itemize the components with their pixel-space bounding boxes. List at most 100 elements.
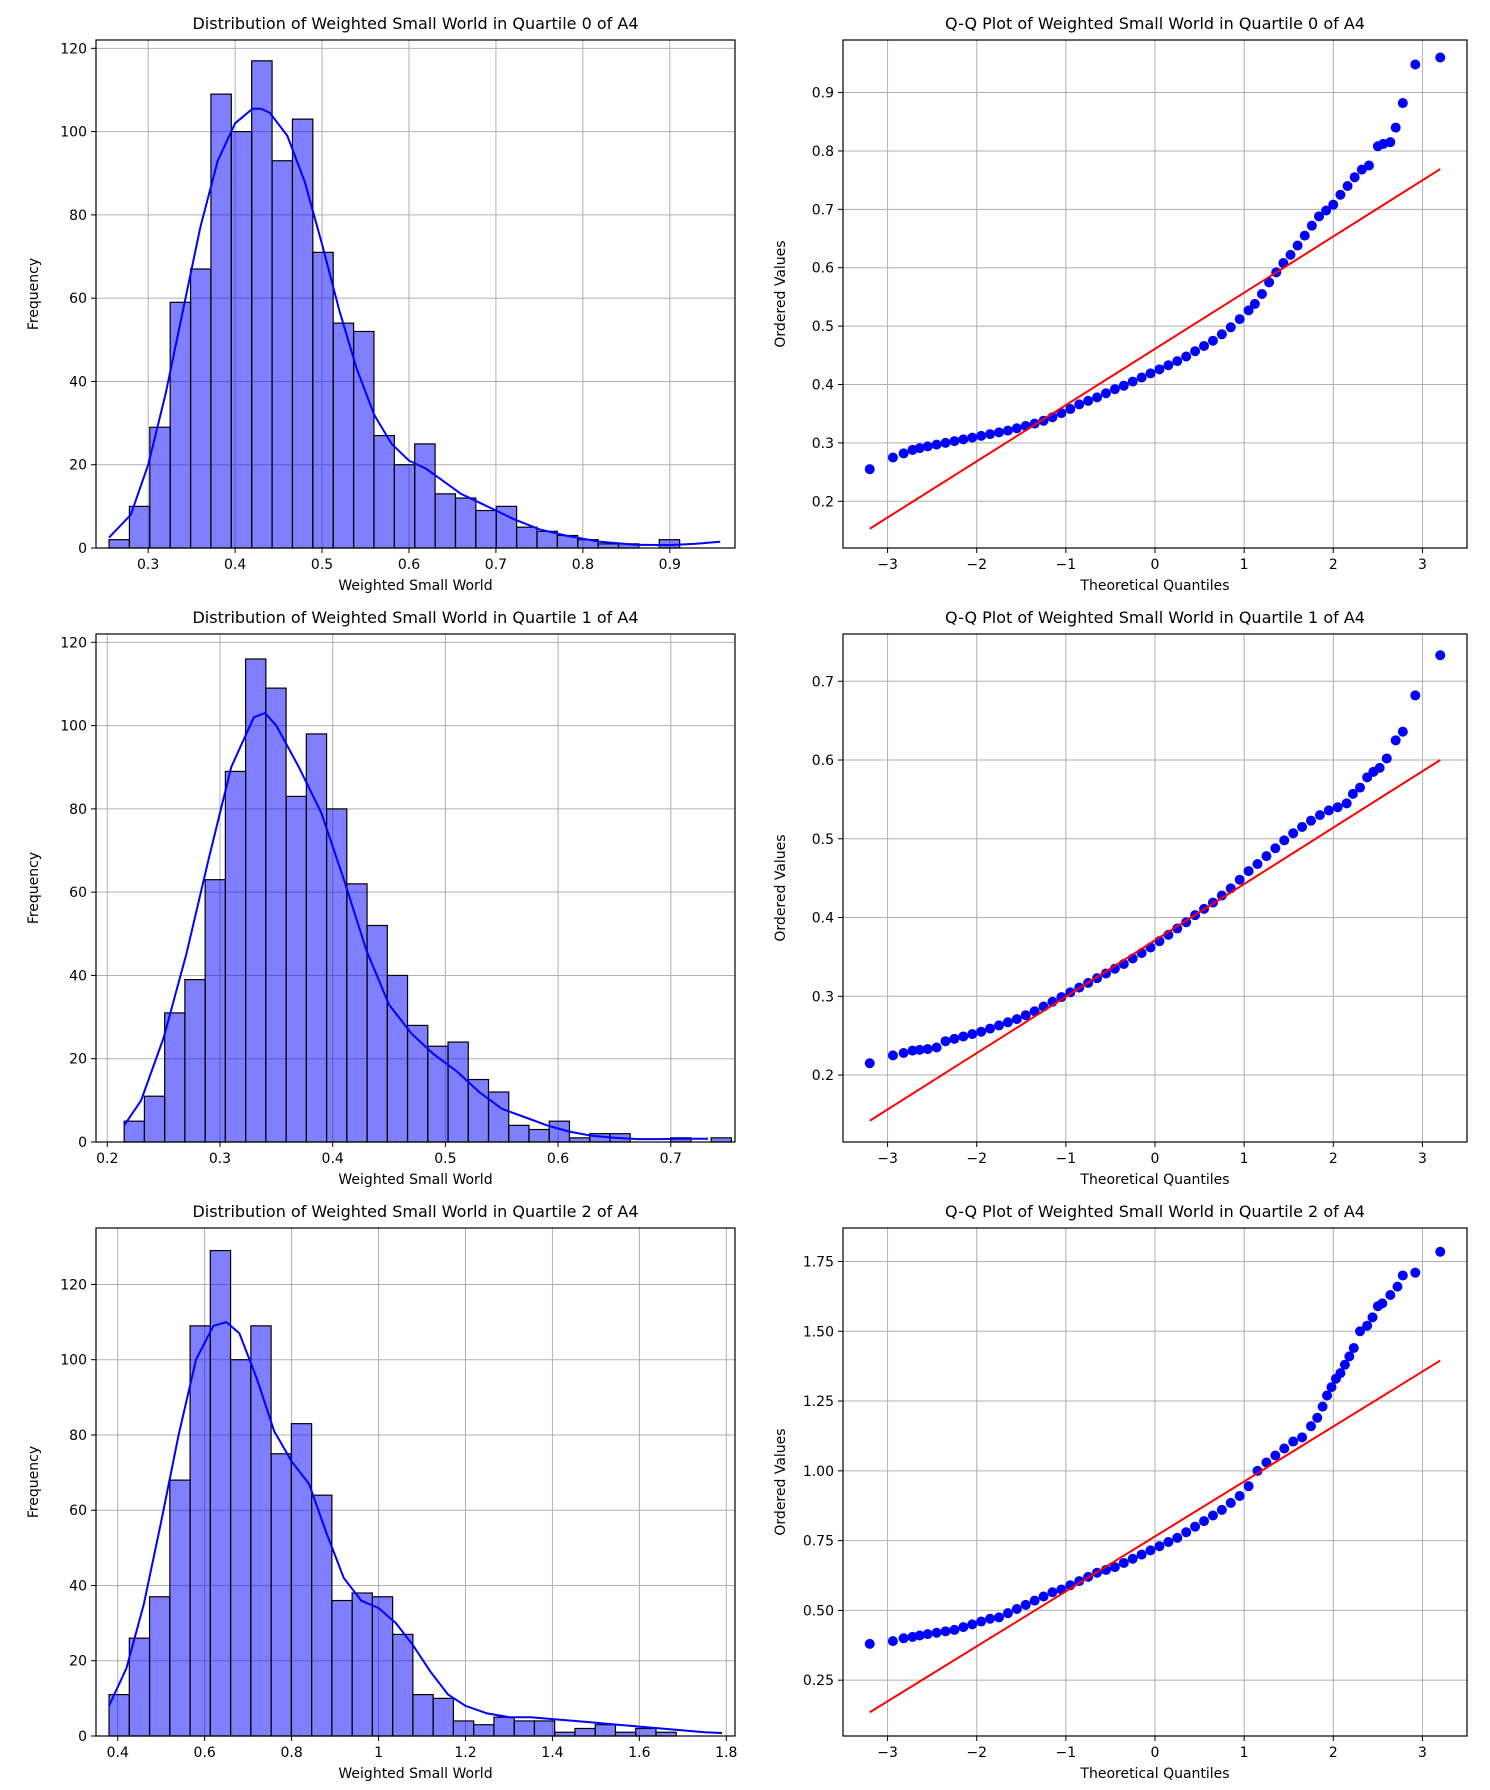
y-tick-label: 0.3 [812,989,834,1005]
x-tick-label: 3 [1418,557,1427,573]
qq-point [1335,189,1346,200]
qq-point [1243,1481,1254,1492]
qq-point [1306,815,1316,826]
ticks: 0.2 0.3 0.4 0.5 0.6 0.7 0 20 40 60 80 100 120 [60,635,682,1167]
qq-point [1199,340,1210,351]
histogram-bar [414,443,436,549]
qq-point [898,1048,909,1059]
qq-point [1190,346,1201,357]
histogram-bar [169,301,192,549]
y-tick-label: 60 [69,291,87,307]
histogram-bar [285,795,307,1143]
qq-point [1181,351,1192,362]
qq-point [887,452,898,463]
qq-point [1285,249,1296,260]
y-tick-label: 120 [60,41,87,57]
y-tick-label: 40 [69,374,87,390]
histogram-bar [143,1095,166,1143]
kde-curve [108,107,721,547]
qq-point [1038,1591,1049,1602]
qq-point [1127,1553,1138,1564]
x-tick-label: 0.5 [434,1151,456,1167]
qq-point [1288,1436,1299,1447]
qq-point [1172,356,1183,367]
qq-point [976,430,987,441]
y-tick-label: 0.7 [812,202,834,218]
x-tick-label: 1 [374,1745,383,1761]
qq-point [1002,1608,1013,1619]
qq-point [1109,384,1120,395]
qq-point [1163,1537,1174,1548]
qq-point [1074,399,1085,410]
y-tick-label: 100 [60,719,87,735]
qq-point [1216,329,1227,340]
y-axis-label: Frequency [26,852,42,924]
x-tick-label: −3 [877,1151,898,1167]
qq-point [898,448,909,459]
histogram-bar [128,1637,151,1737]
qq-point [1109,1562,1120,1573]
x-tick-label: 1.4 [541,1745,563,1761]
y-tick-label: 80 [69,208,87,224]
qq-point [985,429,996,440]
qq-point [1190,1521,1201,1532]
histogram-bar [271,160,294,549]
x-tick-label: 0.4 [322,1151,344,1167]
qq-point [1002,1017,1013,1028]
qq-point [1435,1246,1446,1257]
y-tick-label: 0.5 [812,832,834,848]
x-tick-label: 0.6 [194,1745,216,1761]
x-tick-label: 0.6 [547,1151,569,1167]
x-tick-label: 0.4 [224,557,246,573]
y-tick-label: 120 [60,635,87,651]
histogram-bar [473,1724,495,1737]
y-tick-label: 0.75 [803,1534,834,1550]
ticks: −3 −2 −1 0 1 2 3 0.25 0.50 0.75 1.00 1.25 1.50 1.75 [803,1254,1427,1761]
histogram-bar [373,434,395,549]
qq-point [922,441,933,452]
qq-point [1127,376,1138,387]
qq-point [1363,160,1374,171]
x-tick-label: 0.3 [209,1151,231,1167]
qq-point [1374,762,1385,773]
qq-point [1335,1368,1346,1379]
histogram-bar [250,1325,272,1737]
qq-point [1314,810,1325,821]
histogram-bar [265,687,287,1143]
x-axis-label: Weighted Small World [338,1766,492,1782]
qq-point [1355,1326,1366,1337]
histogram-bar [108,539,131,549]
qq-point [887,1636,898,1647]
fit-line [869,1359,1441,1714]
qq-point [1322,1390,1333,1401]
chart-panel-1: −3 −2 −1 0 1 2 3 0.2 0.3 0.4 0.5 0.6 0.7 0.8 0.9 Q-Q Pl… [773,14,1468,594]
histogram-bar [533,1720,556,1737]
x-tick-label: −1 [1056,557,1077,573]
qq-point [976,1616,987,1627]
y-tick-label: 20 [69,458,87,474]
y-tick-label: 100 [60,125,87,141]
qq-point [1355,782,1366,793]
qq-point [1279,835,1290,846]
histogram-bar [594,1724,617,1737]
histogram-bar [224,770,247,1143]
qq-point [1348,1343,1359,1354]
chart-title: Q-Q Plot of Weighted Small World in Quar… [945,14,1365,33]
qq-point [1256,289,1267,299]
qq-point [1392,1281,1403,1292]
histogram-bar [184,979,206,1143]
qq-point [940,1626,951,1637]
chart-title: Distribution of Weighted Small World in … [192,608,638,627]
x-tick-label: −1 [1056,1151,1077,1167]
histogram-bar [210,93,232,549]
x-tick-label: 0.3 [137,557,159,573]
histogram-bar [432,1697,455,1737]
x-tick-label: 0.7 [660,1151,682,1167]
histogram-bar [528,1128,550,1143]
qq-point [1397,1270,1408,1281]
qq-point [1312,1412,1323,1423]
ticks: 0.4 0.6 0.8 1 1.2 1.4 1.6 1.8 0 20 40 60 80 100 120 [60,1277,737,1761]
x-axis-label: Weighted Small World [338,1172,492,1188]
histogram-bar [169,1479,191,1737]
